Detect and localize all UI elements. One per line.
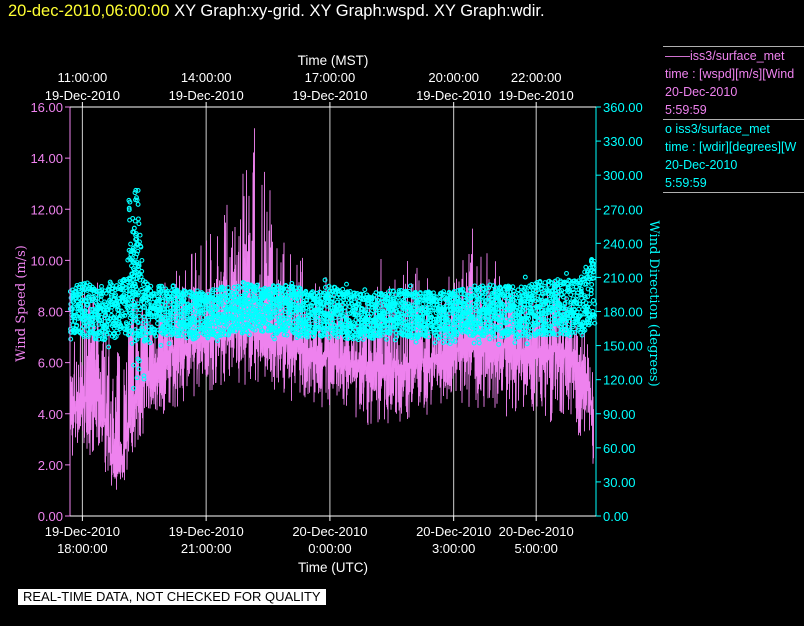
- legend-date: 20-Dec-2010: [665, 158, 738, 172]
- quality-disclaimer: REAL-TIME DATA, NOT CHECKED FOR QUALITY: [18, 589, 326, 605]
- right-axis-title: Wind Direction (degrees): [646, 220, 661, 386]
- right-tick-label: 270.00: [603, 202, 643, 217]
- left-tick-label: 4.00: [38, 407, 63, 422]
- top-axis-title: Time (MST): [298, 53, 369, 68]
- wind-direction-spike-markers: [126, 187, 147, 391]
- legend-time: 5:59:59: [665, 176, 707, 190]
- right-tick-label: 300.00: [603, 168, 643, 183]
- legend-variable: time : [wspd][m/s][Wind: [665, 67, 795, 81]
- left-tick-label: 10.00: [30, 253, 63, 268]
- top-tick-label: 19-Dec-2010: [416, 88, 491, 103]
- left-tick-label: 2.00: [38, 458, 63, 473]
- right-tick-label: 120.00: [603, 373, 643, 388]
- right-tick-label: 30.00: [603, 475, 636, 490]
- left-tick-label: 16.00: [30, 100, 63, 115]
- bottom-tick-label: 20-Dec-2010: [499, 524, 574, 539]
- title-timestamp: 20-dec-2010,06:00:00: [8, 2, 170, 20]
- plot-axes: 0.00 2.00 4.00 6.00 8.00 10.00 12.00 14.00 16.00…: [14, 53, 661, 575]
- top-tick-label: 19-Dec-2010: [169, 88, 244, 103]
- bottom-tick-label: 19-Dec-2010: [169, 524, 244, 539]
- top-tick-label: 19-Dec-2010: [499, 88, 574, 103]
- bottom-tick-label: 19-Dec-2010: [45, 524, 120, 539]
- chart-title: 20-dec-2010,06:00:00 XY Graph:xy-grid. X…: [8, 2, 545, 21]
- legend-date: 20-Dec-2010: [665, 85, 738, 99]
- right-tick-label: 90.00: [603, 407, 636, 422]
- top-tick-label: 19-Dec-2010: [292, 88, 367, 103]
- right-tick-label: 240.00: [603, 236, 643, 251]
- right-tick-label: 210.00: [603, 270, 643, 285]
- bottom-tick-label: 3:00:00: [432, 541, 475, 556]
- top-tick-label: 11:00:00: [58, 70, 108, 85]
- legend-separator: [663, 192, 804, 193]
- right-tick-label: 60.00: [603, 441, 636, 456]
- right-tick-label: 180.00: [603, 305, 643, 320]
- right-tick-label: 330.00: [603, 134, 643, 149]
- right-tick-label: 150.00: [603, 339, 643, 354]
- left-tick-label: 6.00: [38, 356, 63, 371]
- bottom-tick-label: 20-Dec-2010: [416, 524, 491, 539]
- left-tick-label: 12.00: [30, 202, 63, 217]
- top-tick-label: 22:00:00: [511, 70, 562, 85]
- top-tick-label: 19-Dec-2010: [45, 88, 120, 103]
- legend-separator: [663, 119, 804, 120]
- right-tick-label: 0.00: [603, 509, 628, 524]
- right-tick-label: 360.00: [603, 100, 643, 115]
- left-axis-title: Wind Speed (m/s): [14, 245, 29, 362]
- top-tick-label: 20:00:00: [428, 70, 479, 85]
- left-tick-label: 14.00: [30, 151, 63, 166]
- legend-separator: [663, 46, 804, 47]
- bottom-tick-label: 5:00:00: [514, 541, 557, 556]
- bottom-tick-label: 18:00:00: [57, 541, 108, 556]
- left-tick-label: 0.00: [38, 509, 63, 524]
- title-graph-list: XY Graph:xy-grid. XY Graph:wspd. XY Grap…: [174, 2, 545, 20]
- top-tick-label: 14:00:00: [181, 70, 232, 85]
- top-tick-label: 17:00:00: [305, 70, 356, 85]
- legend-source: ——iss3/surface_met: [665, 49, 785, 63]
- bottom-tick-label: 20-Dec-2010: [292, 524, 367, 539]
- left-tick-label: 8.00: [38, 305, 63, 320]
- bottom-axis-title: Time (UTC): [298, 560, 368, 575]
- wind-direction-markers: [67, 216, 598, 350]
- bottom-tick-label: 21:00:00: [181, 541, 232, 556]
- bottom-tick-label: 0:00:00: [308, 541, 351, 556]
- wind-direction-series: [67, 187, 598, 391]
- legend-source: o iss3/surface_met: [665, 122, 770, 136]
- legend-variable: time : [wdir][degrees][W: [665, 140, 797, 154]
- legend-time: 5:59:59: [665, 103, 707, 117]
